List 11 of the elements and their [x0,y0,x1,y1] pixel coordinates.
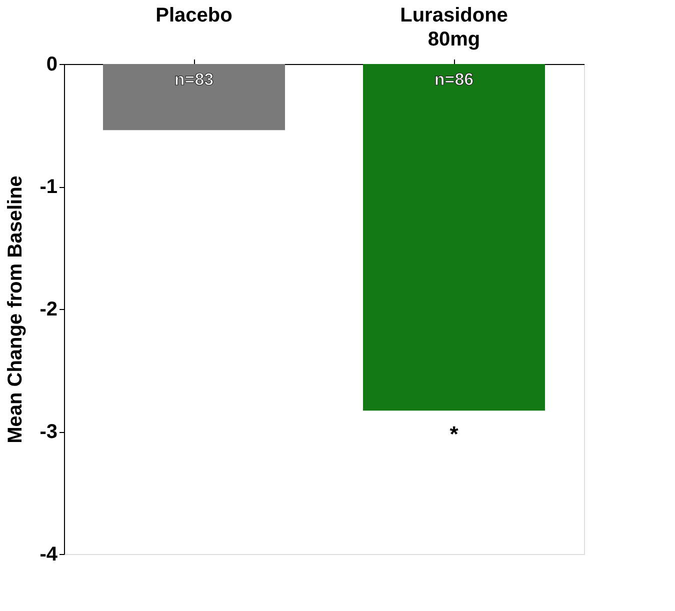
y-tick-label: -2 [40,298,58,320]
x-tick-label: Placebo [156,4,232,26]
annotation: * [450,422,459,447]
annotation: n=86 [434,70,474,89]
y-tick-label: -1 [40,176,58,198]
x-tick-label: Lurasidone 80mg [400,4,508,50]
y-tick-label: -4 [40,544,58,566]
y-axis-title: Mean Change from Baseline [4,176,27,444]
y-tick-label: -3 [40,421,58,443]
y-tick-label: 0 [46,54,58,76]
annotation: n=83 [174,70,214,89]
